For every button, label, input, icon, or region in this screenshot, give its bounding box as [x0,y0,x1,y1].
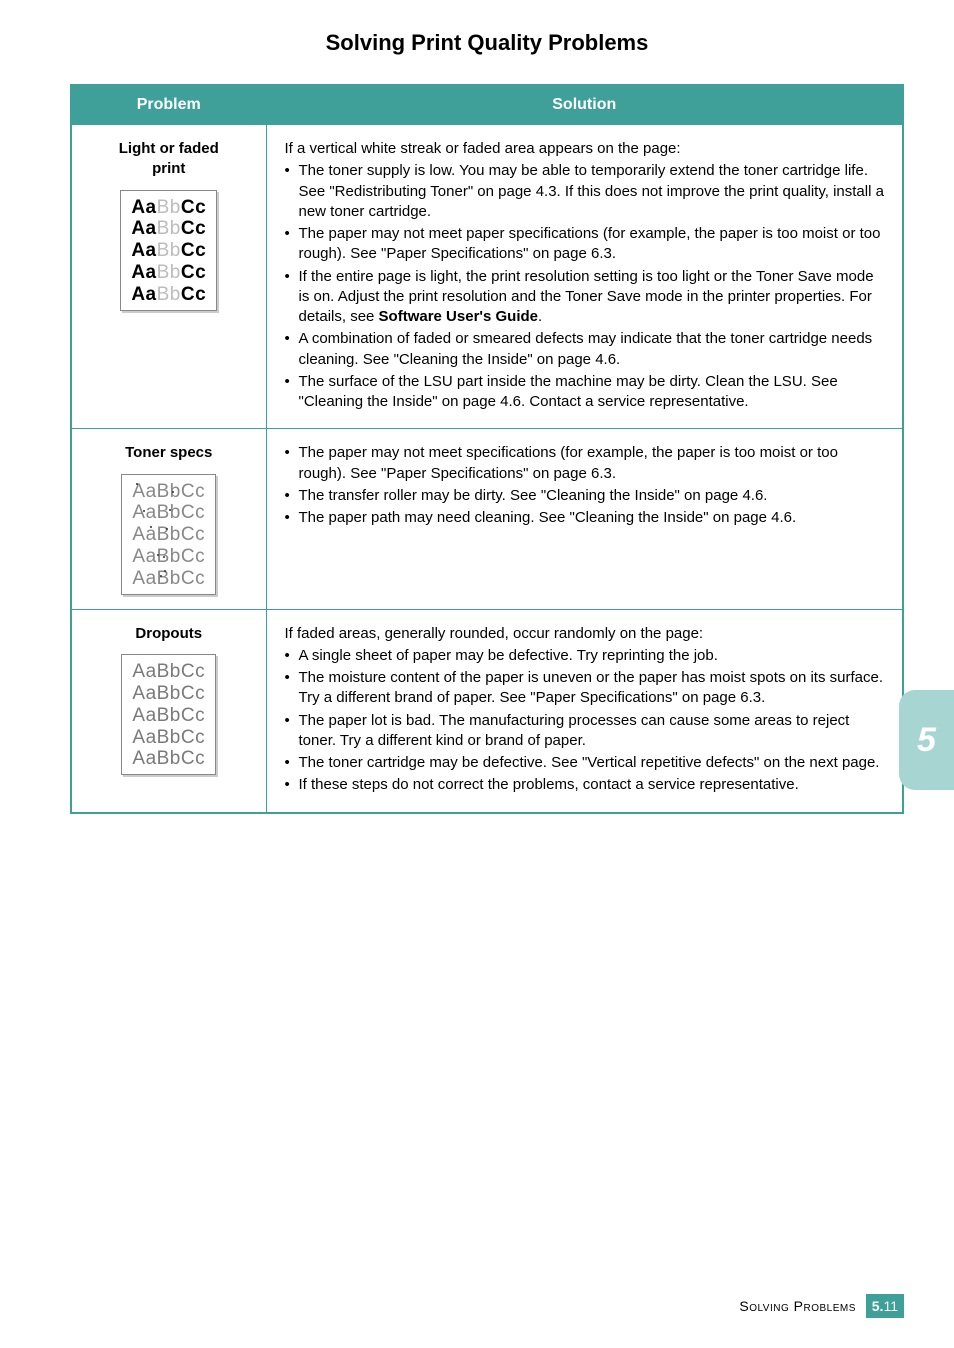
solution-bullet: The paper lot is bad. The manufacturing … [285,711,885,752]
solution-bullet: The paper path may need cleaning. See "C… [285,508,885,528]
problem-cell: Dropouts AaBbCcAaBbCcAaBbCcAaBbCcAaBbCc [71,609,266,813]
solution-bullet: The transfer roller may be dirty. See "C… [285,486,885,506]
solution-cell: If faded areas, generally rounded, occur… [266,609,903,813]
solution-bullet: The surface of the LSU part inside the m… [285,372,885,413]
solution-cell: If a vertical white streak or faded area… [266,125,903,429]
problem-cell: Toner specs AaBbCcAaBbCcAaBbCcAaBbCcAaBb… [71,429,266,609]
solution-bullet: The moisture content of the paper is une… [285,668,885,709]
table-row: Dropouts AaBbCcAaBbCcAaBbCcAaBbCcAaBbCc … [71,609,903,813]
solution-intro: If a vertical white streak or faded area… [285,139,885,159]
print-sample: AaBbCcAaBbCcAaBbCcAaBbCcAaBbCc [121,654,216,775]
solution-bullet: If the entire page is light, the print r… [285,267,885,328]
table-row: Toner specs AaBbCcAaBbCcAaBbCcAaBbCcAaBb… [71,429,903,609]
solution-bullet: The toner cartridge may be defective. Se… [285,753,885,773]
print-sample: AaBbCcAaBbCcAaBbCcAaBbCcAaBbCc [121,474,216,595]
quality-problems-table: Problem Solution Light or fadedprint AaB… [70,84,904,814]
col-header-problem: Problem [71,85,266,125]
page-title: Solving Print Quality Problems [70,30,904,56]
solution-list: The paper may not meet specifications (f… [285,443,885,528]
solution-list: The toner supply is low. You may be able… [285,161,885,412]
solution-bullet: The paper may not meet paper specificati… [285,224,885,265]
footer-page-num: 11 [883,1298,898,1314]
solution-bullet: A single sheet of paper may be defective… [285,646,885,666]
footer-section-label: Solving Problems [739,1298,856,1314]
solution-cell: The paper may not meet specifications (f… [266,429,903,609]
solution-intro: If faded areas, generally rounded, occur… [285,624,885,644]
problem-label: Light or fadedprint [90,139,248,180]
table-row: Light or fadedprint AaBbCcAaBbCcAaBbCcAa… [71,125,903,429]
solution-bullet: The toner supply is low. You may be able… [285,161,885,222]
solution-bullet: A combination of faded or smeared defect… [285,329,885,370]
chapter-side-tab: 5 [899,690,954,790]
solution-bullet: If these steps do not correct the proble… [285,775,885,795]
footer-chapter-num: 5. [872,1298,884,1314]
problem-label: Dropouts [90,624,248,644]
print-sample: AaBbCcAaBbCcAaBbCcAaBbCcAaBbCc [120,190,217,311]
footer-page-chip: 5.11 [866,1294,904,1318]
col-header-solution: Solution [266,85,903,125]
solution-bullet: The paper may not meet specifications (f… [285,443,885,484]
problem-cell: Light or fadedprint AaBbCcAaBbCcAaBbCcAa… [71,125,266,429]
problem-label: Toner specs [90,443,248,463]
solution-list: A single sheet of paper may be defective… [285,646,885,796]
page-footer: Solving Problems 5.11 [739,1294,904,1318]
